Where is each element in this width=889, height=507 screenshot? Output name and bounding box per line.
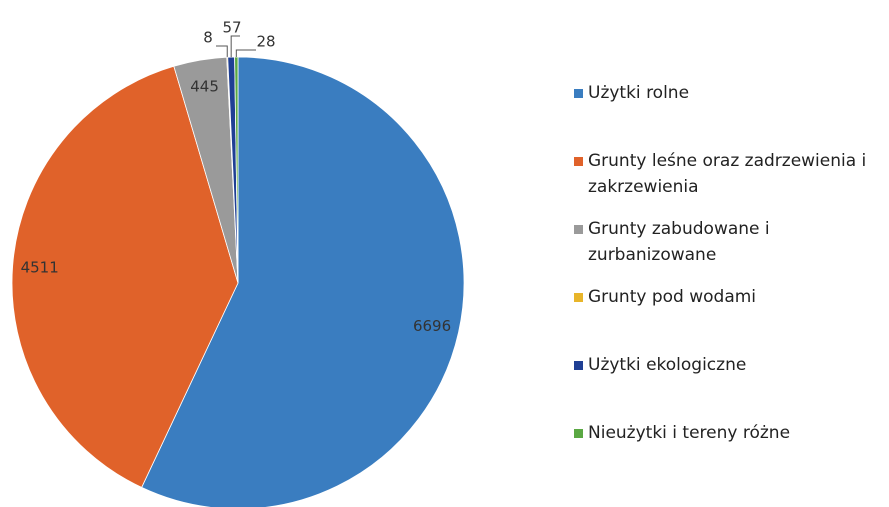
legend-label: Nieużytki i tereny różne bbox=[588, 423, 791, 443]
legend-item: Użytki ekologiczne bbox=[574, 352, 884, 420]
legend-label: Grunty zabudowane i zurbanizowane bbox=[588, 219, 770, 265]
data-label: 8 bbox=[203, 29, 213, 47]
pie-slice bbox=[141, 56, 465, 507]
legend-swatch bbox=[574, 429, 583, 438]
data-label: 28 bbox=[256, 33, 275, 51]
legend-item: Grunty pod wodami bbox=[574, 284, 884, 352]
pie-slice bbox=[11, 65, 239, 488]
leader-line bbox=[216, 45, 228, 58]
legend-swatch bbox=[574, 157, 583, 166]
legend-swatch bbox=[574, 361, 583, 370]
data-label: 4511 bbox=[21, 258, 59, 276]
legend-item: Grunty zabudowane i zurbanizowane bbox=[574, 216, 884, 284]
legend-label: Grunty pod wodami bbox=[588, 287, 757, 307]
legend: Użytki rolne Grunty leśne oraz zadrzewien… bbox=[574, 80, 884, 488]
legend-swatch bbox=[574, 225, 583, 234]
pie-slice bbox=[234, 56, 239, 284]
legend-swatch bbox=[574, 293, 583, 302]
legend-item: Nieużytki i tereny różne bbox=[574, 420, 884, 488]
data-label: 57 bbox=[222, 19, 241, 37]
leader-line bbox=[230, 35, 240, 58]
chart: 6696 4511 445 8 57 28 bbox=[11, 19, 465, 507]
legend-label: Użytki ekologiczne bbox=[588, 355, 747, 375]
data-label: 445 bbox=[190, 77, 219, 95]
legend-item: Użytki rolne bbox=[574, 80, 884, 148]
legend-label: Użytki rolne bbox=[588, 83, 690, 103]
data-label: 6696 bbox=[413, 317, 451, 335]
legend-item: Grunty leśne oraz zadrzewienia i zakrzew… bbox=[574, 148, 884, 216]
legend-swatch bbox=[574, 89, 583, 98]
leader-line bbox=[235, 49, 256, 58]
legend-label: Grunty leśne oraz zadrzewienia i zakrzew… bbox=[588, 151, 867, 197]
